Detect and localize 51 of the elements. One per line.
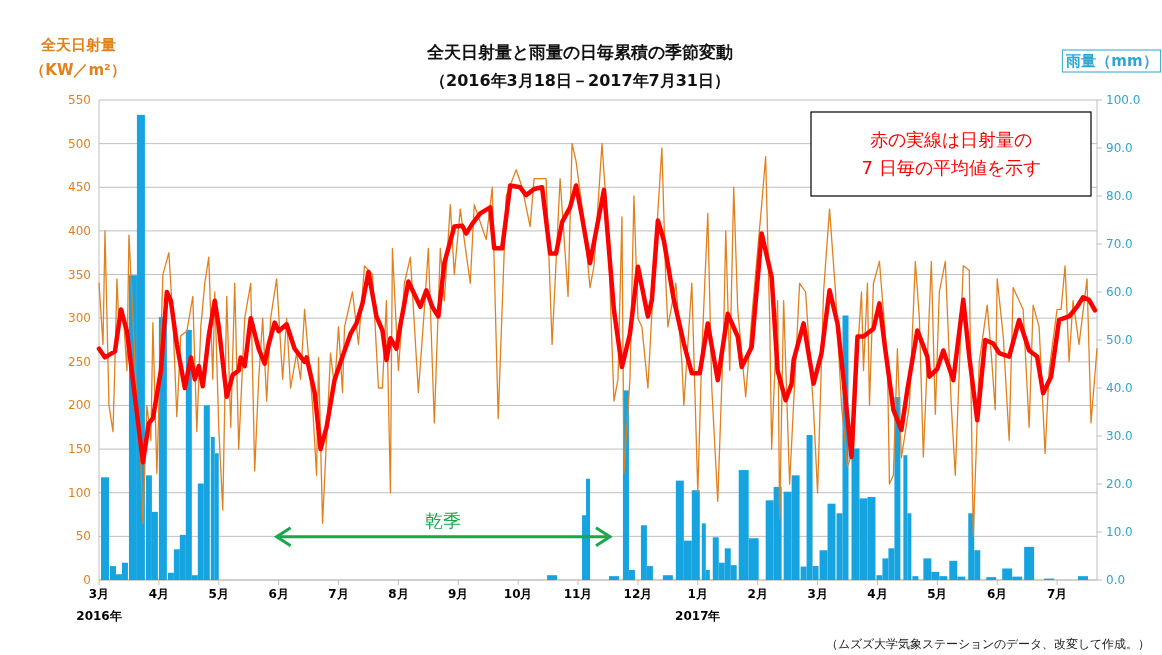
y-tick-label: 0 bbox=[83, 573, 91, 587]
x-tick-label: 5月 bbox=[208, 587, 229, 601]
x-tick-label: 6月 bbox=[987, 587, 1008, 601]
x-tick-label: 9月 bbox=[448, 587, 469, 601]
x-tick-label: 4月 bbox=[867, 587, 888, 601]
x-tick-label: 3月 bbox=[807, 587, 828, 601]
y2-tick-label: 90.0 bbox=[1106, 141, 1133, 155]
y2-tick-label: 100.0 bbox=[1106, 93, 1141, 107]
x-tick-label: 6月 bbox=[268, 587, 289, 601]
y2-axis-title: 雨量（mm） bbox=[1065, 52, 1158, 70]
y-tick-label: 350 bbox=[68, 267, 91, 282]
x-tick-label: 7月 bbox=[328, 587, 349, 601]
y-tick-label: 300 bbox=[68, 311, 91, 326]
x-tick-label: 11月 bbox=[563, 587, 593, 601]
bar bbox=[586, 478, 591, 580]
y-tick-label: 150 bbox=[68, 442, 91, 457]
chart-title: 全天日射量と雨量の日毎累積の季節変動 bbox=[426, 42, 733, 62]
y2-tick-label: 40.0 bbox=[1106, 381, 1133, 395]
y-tick-label: 550 bbox=[68, 93, 91, 107]
y2-tick-label: 50.0 bbox=[1106, 333, 1133, 347]
line-series bbox=[96, 183, 1098, 465]
y-axis-title: 全天日射量（KW／m²） bbox=[30, 36, 126, 79]
x-tick-label: 7月 bbox=[1046, 587, 1068, 601]
y-tick-label: 500 bbox=[68, 136, 91, 151]
x-tick-label: 12月 bbox=[623, 587, 653, 601]
y-tick-label: 250 bbox=[68, 354, 91, 369]
y-tick-label: 50 bbox=[75, 529, 91, 544]
y-tick-label: 200 bbox=[68, 398, 91, 413]
x-tick-label: 10月 bbox=[503, 587, 533, 601]
y-tick-label: 400 bbox=[68, 223, 91, 238]
x-tick-label: 4月 bbox=[148, 587, 170, 601]
y2-tick-label: 60.0 bbox=[1106, 285, 1133, 299]
y2-tick-label: 80.0 bbox=[1106, 189, 1133, 203]
y2-tick-label: 70.0 bbox=[1106, 237, 1133, 251]
x-tick-label: 8月 bbox=[388, 587, 409, 601]
x-tick-label: 2月 bbox=[747, 587, 768, 601]
x-tick-label: 3月 2016年 bbox=[76, 587, 122, 623]
y-tick-label: 100 bbox=[68, 485, 91, 500]
x-tick-label: 1月 2017年 bbox=[675, 587, 721, 623]
x-tick-label: 5月 bbox=[927, 587, 948, 601]
annotation: 乾季 bbox=[425, 509, 462, 531]
chart-subtitle: （2016年3月18日－2017年7月31日） bbox=[430, 71, 730, 90]
y2-tick-label: 0.0 bbox=[1106, 573, 1126, 587]
y2-tick-label: 10.0 bbox=[1106, 525, 1133, 539]
bar bbox=[903, 455, 908, 580]
y2-tick-label: 30.0 bbox=[1106, 429, 1133, 443]
text: （ムズズ大学気象ステーションのデータ、改変して作成。） bbox=[826, 637, 1150, 651]
bar bbox=[701, 523, 706, 580]
y-tick-label: 450 bbox=[68, 180, 91, 195]
y2-tick-label: 20.0 bbox=[1106, 477, 1133, 491]
annotation: 赤の実線は日射量の 7 日毎の平均値を示す bbox=[861, 129, 1041, 178]
